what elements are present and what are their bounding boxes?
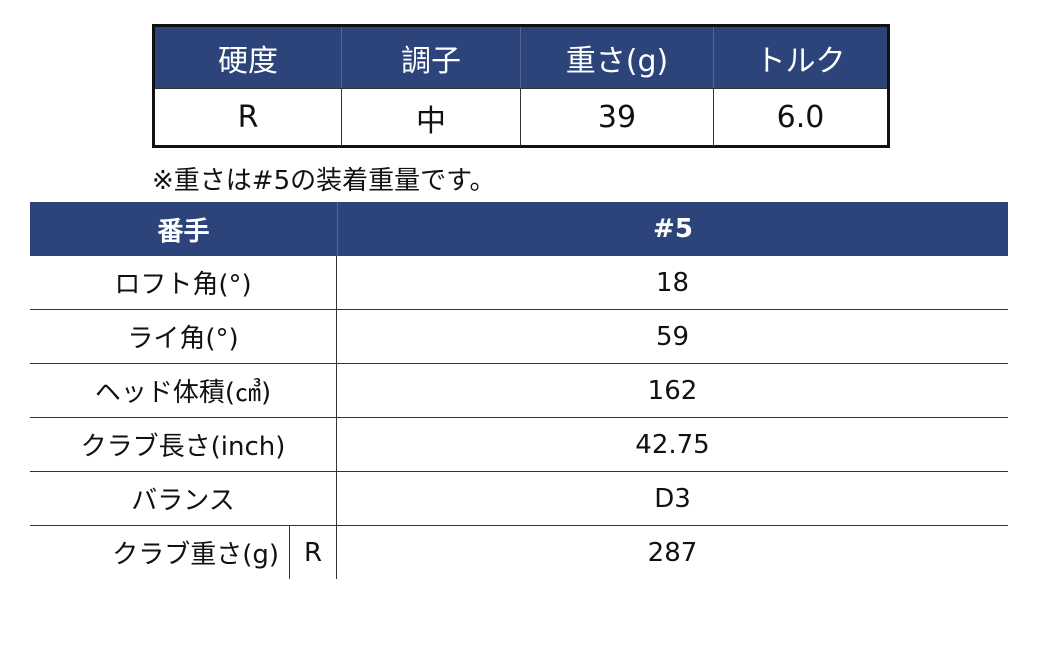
value-hardness: R <box>237 100 259 135</box>
header-club-number-label: 番手 <box>30 202 338 256</box>
shaft-spec-table: 硬度 調子 重さ(g) トルク R 中 39 6.0 <box>152 24 890 148</box>
table-row: ライ角(°) 59 <box>30 310 1008 364</box>
table-row: ヘッド体積(㎤) 162 <box>30 364 1008 418</box>
spec-table-header: 番手 #5 <box>30 202 1008 256</box>
value-torque: 6.0 <box>713 89 887 146</box>
row-value: 287 <box>647 537 698 568</box>
header-weight: 重さ(g) <box>520 27 713 88</box>
table-row: ロフト角(°) 18 <box>30 256 1008 310</box>
row-label: ロフト角(°) <box>30 256 337 309</box>
header-kick-point: 調子 <box>341 27 520 88</box>
header-hardness: 硬度 <box>218 43 278 79</box>
row-label: クラブ長さ(inch) <box>30 418 337 471</box>
row-value: 162 <box>647 375 698 406</box>
table-row: クラブ重さ(g) R 287 <box>30 526 1008 579</box>
row-label: ライ角(°) <box>30 310 337 363</box>
value-weight: 39 <box>520 89 713 146</box>
weight-note: ※重さは#5の装着重量です。 <box>152 166 496 196</box>
row-value: D3 <box>654 483 691 514</box>
header-torque: トルク <box>713 27 887 88</box>
row-label-group: クラブ重さ(g) R <box>30 526 337 579</box>
header-club-number-value: #5 <box>653 214 693 244</box>
table-row: バランス D3 <box>30 472 1008 526</box>
row-value: 59 <box>655 321 690 352</box>
row-label: クラブ重さ(g) <box>30 526 290 579</box>
club-spec-table: 番手 #5 ロフト角(°) 18 ライ角(°) 59 ヘッド体積(㎤) 162 … <box>30 202 1008 579</box>
value-kick-point: 中 <box>341 89 520 146</box>
row-value: 18 <box>655 267 690 298</box>
table-row: クラブ長さ(inch) 42.75 <box>30 418 1008 472</box>
shaft-table-values: R 中 39 6.0 <box>155 88 887 146</box>
shaft-table-header: 硬度 調子 重さ(g) トルク <box>155 27 887 88</box>
row-label: ヘッド体積(㎤) <box>30 364 337 417</box>
row-sublabel: R <box>303 537 323 568</box>
row-value: 42.75 <box>635 429 710 460</box>
row-label: バランス <box>30 472 337 525</box>
